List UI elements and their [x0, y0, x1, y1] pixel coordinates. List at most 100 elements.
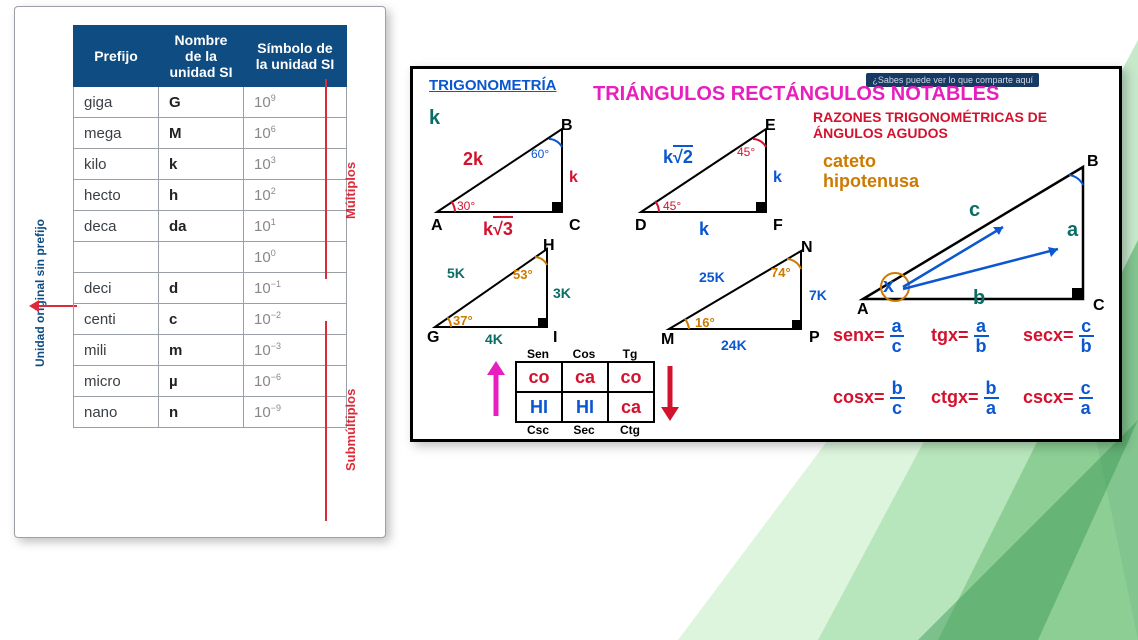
mnemonic-block: Sen Cos Tg co ca co HI HI ca Csc Sec [515, 347, 655, 437]
cell-value: 10−9 [244, 397, 347, 428]
cell-prefix: deci [74, 273, 159, 304]
ratios-title: RAZONES TRIGONOMÉTRICAS DE ÁNGULOS AGUDO… [813, 109, 1093, 141]
title-small: TRIGONOMETRÍA [429, 77, 557, 94]
side-k-base: k [699, 219, 709, 240]
cell-symbol: h [159, 180, 244, 211]
triangle-16-74 [661, 245, 821, 345]
vertex-P: P [809, 329, 820, 347]
formula-tgx: tgx= ab [931, 317, 989, 355]
side-4k: 4K [485, 331, 503, 347]
ftr-sec: Sec [561, 423, 607, 437]
arrow-base-unit [31, 305, 77, 307]
vertex-C: C [569, 217, 581, 235]
angle-30: 30° [457, 199, 475, 213]
cell-prefix: mega [74, 118, 159, 149]
gv-C: C [1093, 297, 1105, 315]
cell-symbol: G [159, 87, 244, 118]
vertex-I: I [553, 329, 557, 347]
cell-prefix [74, 242, 159, 273]
table-row: nanon10−9 [74, 397, 347, 428]
table-row: 100 [74, 242, 347, 273]
vertex-G: G [427, 329, 439, 347]
cell-value: 10−3 [244, 335, 347, 366]
side-b: b [973, 287, 985, 310]
vertex-A: A [431, 217, 443, 235]
formula-cosx: cosx= bc [833, 379, 905, 417]
side-24k: 24K [721, 337, 747, 353]
cell-hi2: HI [562, 392, 608, 422]
cell-prefix: deca [74, 211, 159, 242]
cell-value: 103 [244, 149, 347, 180]
title-main: TRIÁNGULOS RECTÁNGULOS NOTABLES [593, 83, 999, 106]
side-k-45: k [773, 169, 782, 187]
table-row: microµ10−6 [74, 366, 347, 397]
table-row: gigaG109 [74, 87, 347, 118]
ftr-ctg: Ctg [607, 423, 653, 437]
angle-74: 74° [771, 265, 791, 280]
angle-16: 16° [695, 315, 715, 330]
side-k: k [569, 169, 578, 187]
table-row: decid10−1 [74, 273, 347, 304]
angle-60: 60° [531, 147, 549, 161]
table-row: hectoh102 [74, 180, 347, 211]
side-2k: 2k [463, 149, 483, 170]
cell-ca1: ca [562, 362, 608, 392]
cell-symbol: n [159, 397, 244, 428]
angle-53: 53° [513, 267, 533, 282]
side-7k: 7K [809, 287, 827, 303]
cell-symbol: µ [159, 366, 244, 397]
si-prefix-card: Unidad original sin prefijo Prefijo Nomb… [14, 6, 386, 538]
side-label: Unidad original sin prefijo [33, 219, 47, 367]
cell-symbol: M [159, 118, 244, 149]
cell-value: 109 [244, 87, 347, 118]
cell-prefix: nano [74, 397, 159, 428]
cell-prefix: hecto [74, 180, 159, 211]
cell-value: 10−2 [244, 304, 347, 335]
cell-value: 100 [244, 242, 347, 273]
cell-prefix: kilo [74, 149, 159, 180]
table-row: centic10−2 [74, 304, 347, 335]
table-row: kilok103 [74, 149, 347, 180]
cell-co1: co [516, 362, 562, 392]
cell-symbol: k [159, 149, 244, 180]
side-ksqrt2: k√2 [663, 147, 693, 168]
side-5k: 5K [447, 265, 465, 281]
side-c: c [969, 199, 980, 222]
vertex-H: H [543, 237, 555, 255]
brace-multiplos: Múltiplos [343, 162, 358, 219]
formula-cscx: cscx= ca [1023, 379, 1093, 417]
cell-value: 10−1 [244, 273, 347, 304]
col-prefijo: Prefijo [74, 26, 159, 87]
angle-37: 37° [453, 313, 473, 328]
vertex-B: B [561, 117, 573, 135]
table-row: milim10−3 [74, 335, 347, 366]
col-simbolo: Símbolo de la unidad SI [244, 26, 347, 87]
formula-ctgx: ctgx= ba [931, 379, 999, 417]
vertex-N: N [801, 239, 813, 257]
cell-symbol [159, 242, 244, 273]
arrow-up-icon [483, 361, 509, 421]
side-25k: 25K [699, 269, 725, 285]
cell-prefix: centi [74, 304, 159, 335]
cell-symbol: da [159, 211, 244, 242]
vertex-D: D [635, 217, 647, 235]
cell-value: 102 [244, 180, 347, 211]
cell-value: 10−6 [244, 366, 347, 397]
cell-prefix: micro [74, 366, 159, 397]
cell-symbol: d [159, 273, 244, 304]
hdr-sen: Sen [515, 347, 561, 361]
vertex-M: M [661, 331, 674, 349]
si-prefix-table: Prefijo Nombre de la unidad SI Símbolo d… [73, 25, 347, 428]
table-row: decada101 [74, 211, 347, 242]
cell-hi1: HI [516, 392, 562, 422]
gv-B: B [1087, 153, 1099, 171]
hdr-cos: Cos [561, 347, 607, 361]
side-a: a [1067, 219, 1078, 242]
cell-co2: co [608, 362, 654, 392]
angle-x: x [883, 275, 894, 298]
side-3k: 3K [553, 285, 571, 301]
cell-symbol: c [159, 304, 244, 335]
brace-submultiplos: Submúltiplos [343, 389, 358, 471]
cell-prefix: giga [74, 87, 159, 118]
angle-45b: 45° [737, 145, 755, 159]
